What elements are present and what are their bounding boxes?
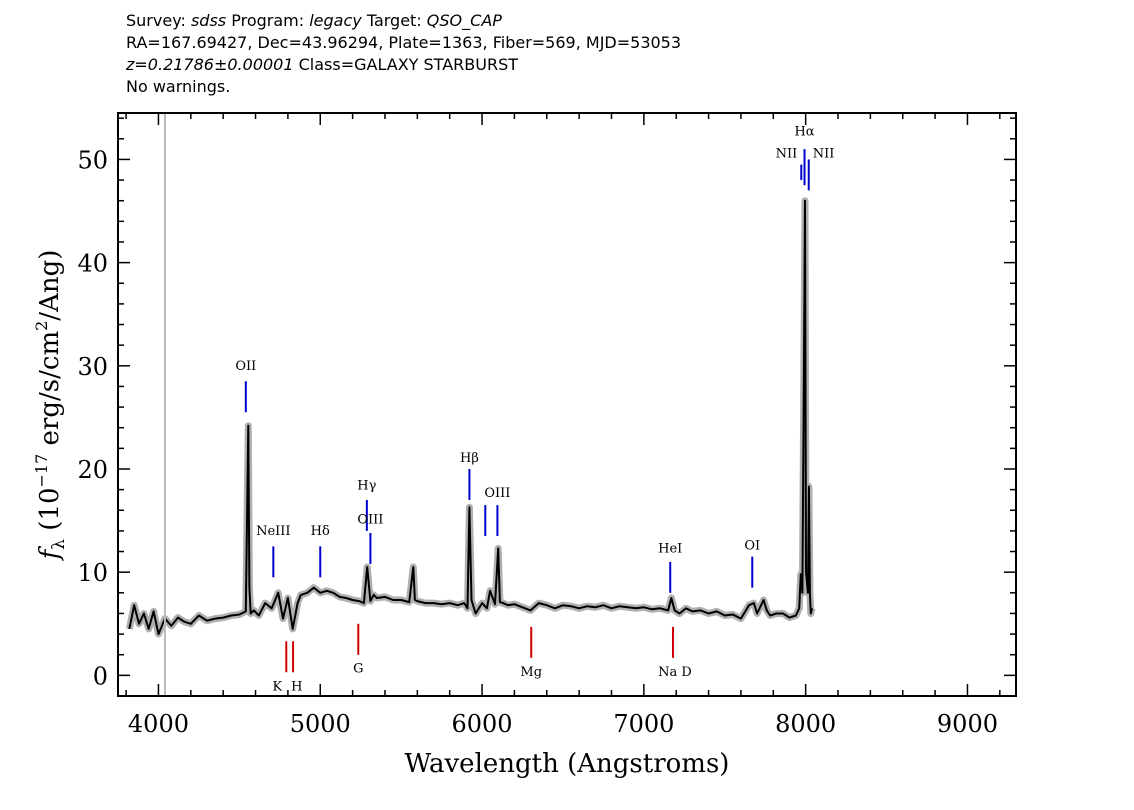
absorption-line-label: Mg <box>520 665 542 680</box>
x-tick-label: 4000 <box>128 710 189 738</box>
ylabel-part: /Ang) <box>35 250 65 321</box>
absorption-line-label: Na D <box>658 665 692 680</box>
absorption-line-label: H <box>291 679 302 694</box>
x-tick-label: 9000 <box>937 710 998 738</box>
x-tick-label: 7000 <box>613 710 674 738</box>
ylabel-lambda-sub: λ <box>49 539 69 550</box>
emission-line-label: OIII <box>484 486 510 501</box>
y-tick-label: 40 <box>77 250 108 278</box>
emission-line-label: NeIII <box>256 524 290 539</box>
y-axis-title: fλ (10−17 erg/s/cm2/Ang) <box>32 250 69 562</box>
header-segment: Survey: <box>126 11 191 30</box>
emission-line-label: Hδ <box>311 524 330 539</box>
emission-line-label: HeI <box>658 542 682 557</box>
emission-line-label: NII <box>813 146 835 161</box>
emission-line-label: Hγ <box>357 479 376 494</box>
ylabel-part: erg/s/cm <box>35 331 65 454</box>
absorption-line-label: G <box>353 662 363 677</box>
emission-line-label: Hβ <box>460 451 479 466</box>
x-tick-label: 6000 <box>452 710 513 738</box>
plot-frame <box>117 112 1017 697</box>
header-segment: Class=GALAXY STARBURST <box>293 55 519 74</box>
flux-series-line <box>128 199 814 636</box>
header-line-redshift: z=0.21786±0.00001 Class=GALAXY STARBURST <box>126 54 681 76</box>
ylabel-part: (10 <box>35 487 65 539</box>
header-line-survey: Survey: sdss Program: legacy Target: QSO… <box>126 10 681 32</box>
header-segment: sdss <box>190 11 227 30</box>
header-segment: z=0.21786±0.00001 <box>126 55 294 74</box>
emission-line-label: NII <box>776 146 798 161</box>
emission-line-label: OI <box>744 538 760 553</box>
x-tick-label: 8000 <box>775 710 836 738</box>
x-axis-title: Wavelength (Angstroms) <box>405 749 730 779</box>
y-tick-label: 0 <box>93 662 108 690</box>
spectrum-header: Survey: sdss Program: legacy Target: QSO… <box>126 10 681 98</box>
emission-line-label: OII <box>235 359 256 374</box>
header-line-warnings: No warnings. <box>126 77 231 96</box>
x-tick-label: 5000 <box>290 710 351 738</box>
header-line-coordinates: RA=167.69427, Dec=43.96294, Plate=1363, … <box>126 33 682 52</box>
header-segment: QSO_CAP <box>426 11 502 30</box>
ylabel-exp: 2 <box>32 321 51 331</box>
emission-line-label: Hα <box>794 125 814 140</box>
header-segment: Program: <box>226 11 310 30</box>
y-tick-label: 30 <box>77 353 108 381</box>
absorption-line-label: K <box>273 679 283 694</box>
header-segment: legacy <box>309 11 362 30</box>
header-segment: Target: <box>361 11 427 30</box>
y-tick-label: 20 <box>77 456 108 484</box>
ylabel-exp: −17 <box>32 454 51 488</box>
emission-line-label: OIII <box>357 513 383 528</box>
y-tick-label: 10 <box>77 559 108 587</box>
y-tick-label: 50 <box>77 146 108 174</box>
